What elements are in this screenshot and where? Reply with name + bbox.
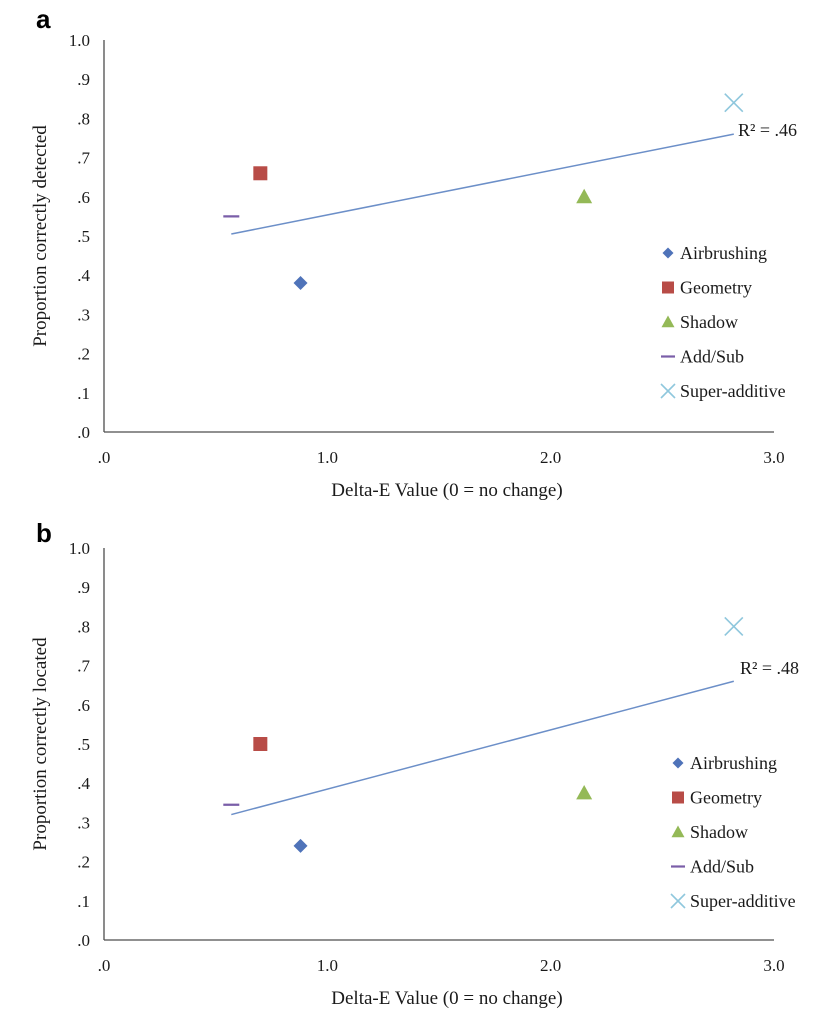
- data-point-square: [253, 166, 268, 181]
- legend-marker-triangle: [671, 825, 685, 838]
- data-point-diamond: [293, 838, 308, 853]
- legend-label: Shadow: [680, 312, 738, 332]
- y-tick-label: .8: [77, 109, 90, 128]
- x-tick-label: 3.0: [763, 956, 784, 975]
- y-tick-label: 1.0: [69, 31, 90, 50]
- y-tick-label: .8: [77, 617, 90, 636]
- x-tick-label: 3.0: [763, 448, 784, 467]
- y-tick-label: .1: [77, 384, 90, 403]
- data-point-diamond: [293, 276, 308, 291]
- x-axis-title: Delta-E Value (0 = no change): [331, 480, 562, 501]
- legend-marker-square: [662, 281, 674, 294]
- y-tick-label: .4: [77, 266, 90, 285]
- legend-label: Geometry: [690, 788, 762, 808]
- y-tick-label: .5: [77, 735, 90, 754]
- y-axis-title: Proportion correctly detected: [30, 125, 51, 347]
- legend-marker-square: [672, 791, 684, 804]
- y-tick-label: .3: [77, 305, 90, 324]
- legend: Airbrushing Geometry Shadow Add/Sub Super-ad…: [670, 753, 796, 911]
- y-tick-label: .4: [77, 774, 90, 793]
- data-point-x: [724, 93, 744, 113]
- x-axis-title: Delta-E Value (0 = no change): [331, 988, 562, 1009]
- chart-panel-a: a .0 .1 .2 .3 .4 .5 .6 .7 .8 .9 1.0 .0 1.0 2.0 3.0 Delta…: [30, 4, 797, 501]
- legend-marker-diamond: [662, 247, 674, 259]
- legend-marker-triangle: [661, 315, 675, 328]
- y-tick-label: .6: [77, 696, 90, 715]
- x-tick-label: .0: [98, 956, 111, 975]
- y-tick-label: .1: [77, 892, 90, 911]
- r-squared-label: R² = .46: [738, 120, 797, 140]
- legend-marker-diamond: [672, 757, 684, 769]
- y-tick-label: .0: [77, 931, 90, 950]
- y-tick-label: .2: [77, 853, 90, 872]
- legend-marker-x: [660, 383, 676, 399]
- legend-label: Geometry: [680, 278, 752, 298]
- legend-marker-x: [670, 893, 686, 909]
- trendline: [231, 133, 734, 235]
- y-tick-label: .2: [77, 345, 90, 364]
- r-squared-label: R² = .48: [740, 658, 799, 678]
- x-tick-label: 2.0: [540, 956, 561, 975]
- data-point-triangle: [576, 785, 593, 800]
- legend-label: Airbrushing: [690, 753, 777, 773]
- legend: Airbrushing Geometry Shadow Add/Sub Super-ad…: [660, 243, 786, 401]
- y-tick-label: .9: [77, 70, 90, 89]
- legend-label: Airbrushing: [680, 243, 767, 263]
- y-tick-label: .3: [77, 813, 90, 832]
- panel-letter: b: [36, 518, 52, 548]
- y-axis-title: Proportion correctly located: [30, 637, 51, 851]
- trendline: [231, 680, 734, 816]
- legend-label: Add/Sub: [690, 857, 754, 877]
- legend-label: Super-additive: [680, 381, 786, 401]
- data-point-square: [253, 737, 268, 751]
- legend-label: Super-additive: [690, 891, 796, 911]
- panel-letter: a: [36, 4, 51, 34]
- x-tick-label: 2.0: [540, 448, 561, 467]
- data-point-x: [724, 616, 744, 636]
- x-tick-label: 1.0: [317, 956, 338, 975]
- y-tick-label: .9: [77, 578, 90, 597]
- y-tick-label: .7: [77, 149, 90, 168]
- y-tick-label: 1.0: [69, 539, 90, 558]
- y-tick-label: .0: [77, 423, 90, 442]
- y-tick-label: .7: [77, 657, 90, 676]
- chart-panel-b: b .0 .1 .2 .3 .4 .5 .6 .7 .8 .9 1.0 .0 1.0 2.0 3.0 Delta…: [30, 518, 799, 1009]
- x-tick-label: .0: [98, 448, 111, 467]
- legend-label: Add/Sub: [680, 347, 744, 367]
- data-point-triangle: [576, 188, 593, 204]
- legend-label: Shadow: [690, 822, 748, 842]
- x-tick-label: 1.0: [317, 448, 338, 467]
- y-tick-label: .6: [77, 188, 90, 207]
- y-tick-label: .5: [77, 227, 90, 246]
